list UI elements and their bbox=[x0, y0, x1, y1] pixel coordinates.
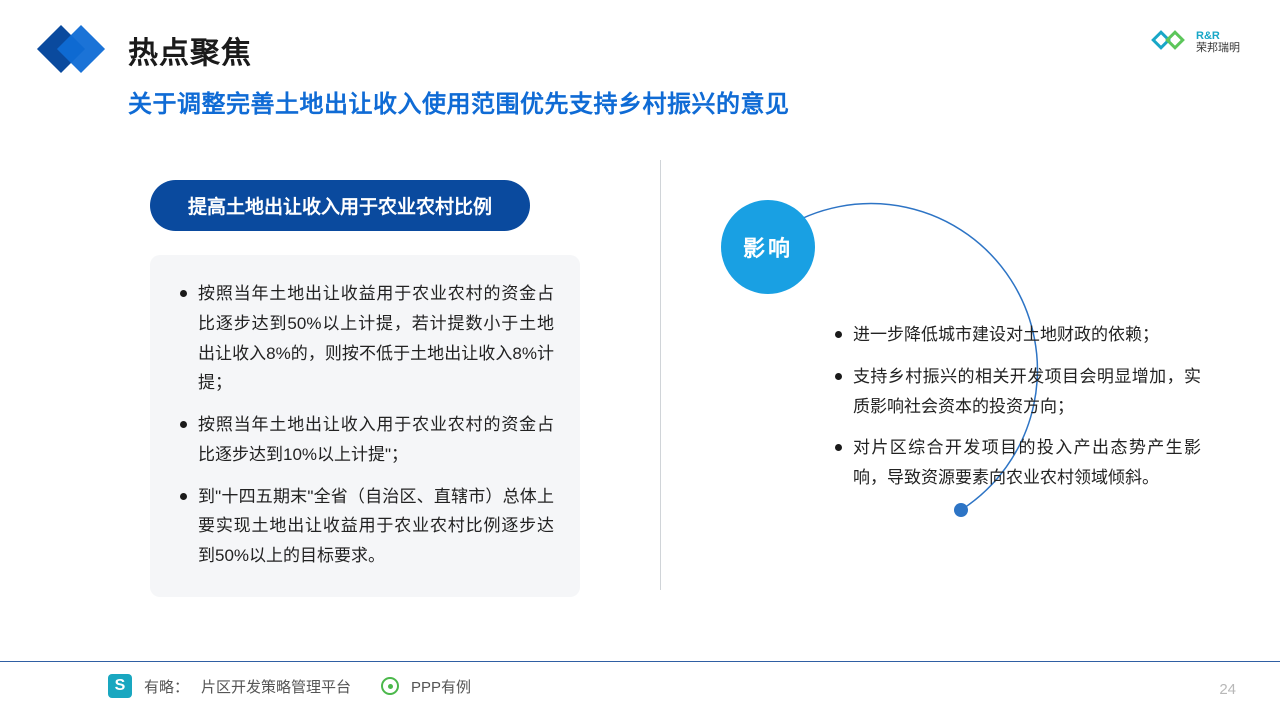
logo-left-icon bbox=[38, 28, 100, 72]
right-bullet: 对片区综合开发项目的投入产出态势产生影响，导致资源要素向农业农村领域倾斜。 bbox=[831, 433, 1201, 493]
left-pill-heading: 提高土地出让收入用于农业农村比例 bbox=[150, 180, 530, 231]
footer-label-1: 片区开发策略管理平台 bbox=[201, 676, 351, 697]
content-area: 提高土地出让收入用于农业农村比例 按照当年土地出让收益用于农业农村的资金占比逐步… bbox=[150, 180, 1200, 640]
slide-footer: S 有略： 片区开发策略管理平台 PPP有例 24 bbox=[0, 661, 1280, 698]
right-bullet: 进一步降低城市建设对土地财政的依赖； bbox=[831, 320, 1201, 350]
left-bullet: 按照当年土地出让收入用于农业农村的资金占比逐步达到10%以上计提"； bbox=[176, 410, 554, 470]
footer-content: S 有略： 片区开发策略管理平台 PPP有例 24 bbox=[0, 674, 1280, 698]
page-number: 24 bbox=[1219, 681, 1236, 698]
page-subtitle: 关于调整完善土地出让收入使用范围优先支持乡村振兴的意见 bbox=[128, 84, 790, 119]
brand-logo: R&R 荣邦瑞明 bbox=[1154, 30, 1240, 54]
right-bullet: 支持乡村振兴的相关开发项目会明显增加，实质影响社会资本的投资方向； bbox=[831, 362, 1201, 422]
title-block: 热点聚焦 关于调整完善土地出让收入使用范围优先支持乡村振兴的意见 bbox=[128, 28, 790, 119]
ppp-icon bbox=[381, 677, 399, 695]
brand-name: 荣邦瑞明 bbox=[1196, 42, 1240, 54]
right-column: 影响 进一步降低城市建设对土地财政的依赖； 支持乡村振兴的相关开发项目会明显增加… bbox=[711, 180, 1200, 640]
vertical-divider bbox=[660, 160, 661, 590]
footer-label-2: PPP有例 bbox=[411, 676, 471, 697]
impact-badge: 影响 bbox=[721, 200, 815, 294]
left-card: 按照当年土地出让收益用于农业农村的资金占比逐步达到50%以上计提，若计提数小于土… bbox=[150, 255, 580, 597]
brand-text: R&R 荣邦瑞明 bbox=[1196, 30, 1240, 54]
right-list: 进一步降低城市建设对土地财政的依赖； 支持乡村振兴的相关开发项目会明显增加，实质… bbox=[831, 320, 1201, 493]
page-title: 热点聚焦 bbox=[128, 28, 790, 72]
footer-divider bbox=[0, 661, 1280, 662]
left-bullet: 按照当年土地出让收益用于农业农村的资金占比逐步达到50%以上计提，若计提数小于土… bbox=[176, 279, 554, 398]
slide-header: 热点聚焦 关于调整完善土地出让收入使用范围优先支持乡村振兴的意见 bbox=[0, 28, 1280, 119]
s-logo-icon: S bbox=[108, 674, 132, 698]
left-bullet: 到"十四五期末"全省（自治区、直辖市）总体上要实现土地出让收益用于农业农村比例逐… bbox=[176, 482, 554, 571]
brand-icon bbox=[1154, 31, 1190, 53]
footer-label-prefix: 有略： bbox=[144, 676, 189, 697]
brand-rr: R&R bbox=[1196, 30, 1240, 42]
left-column: 提高土地出让收入用于农业农村比例 按照当年土地出让收益用于农业农村的资金占比逐步… bbox=[150, 180, 610, 640]
